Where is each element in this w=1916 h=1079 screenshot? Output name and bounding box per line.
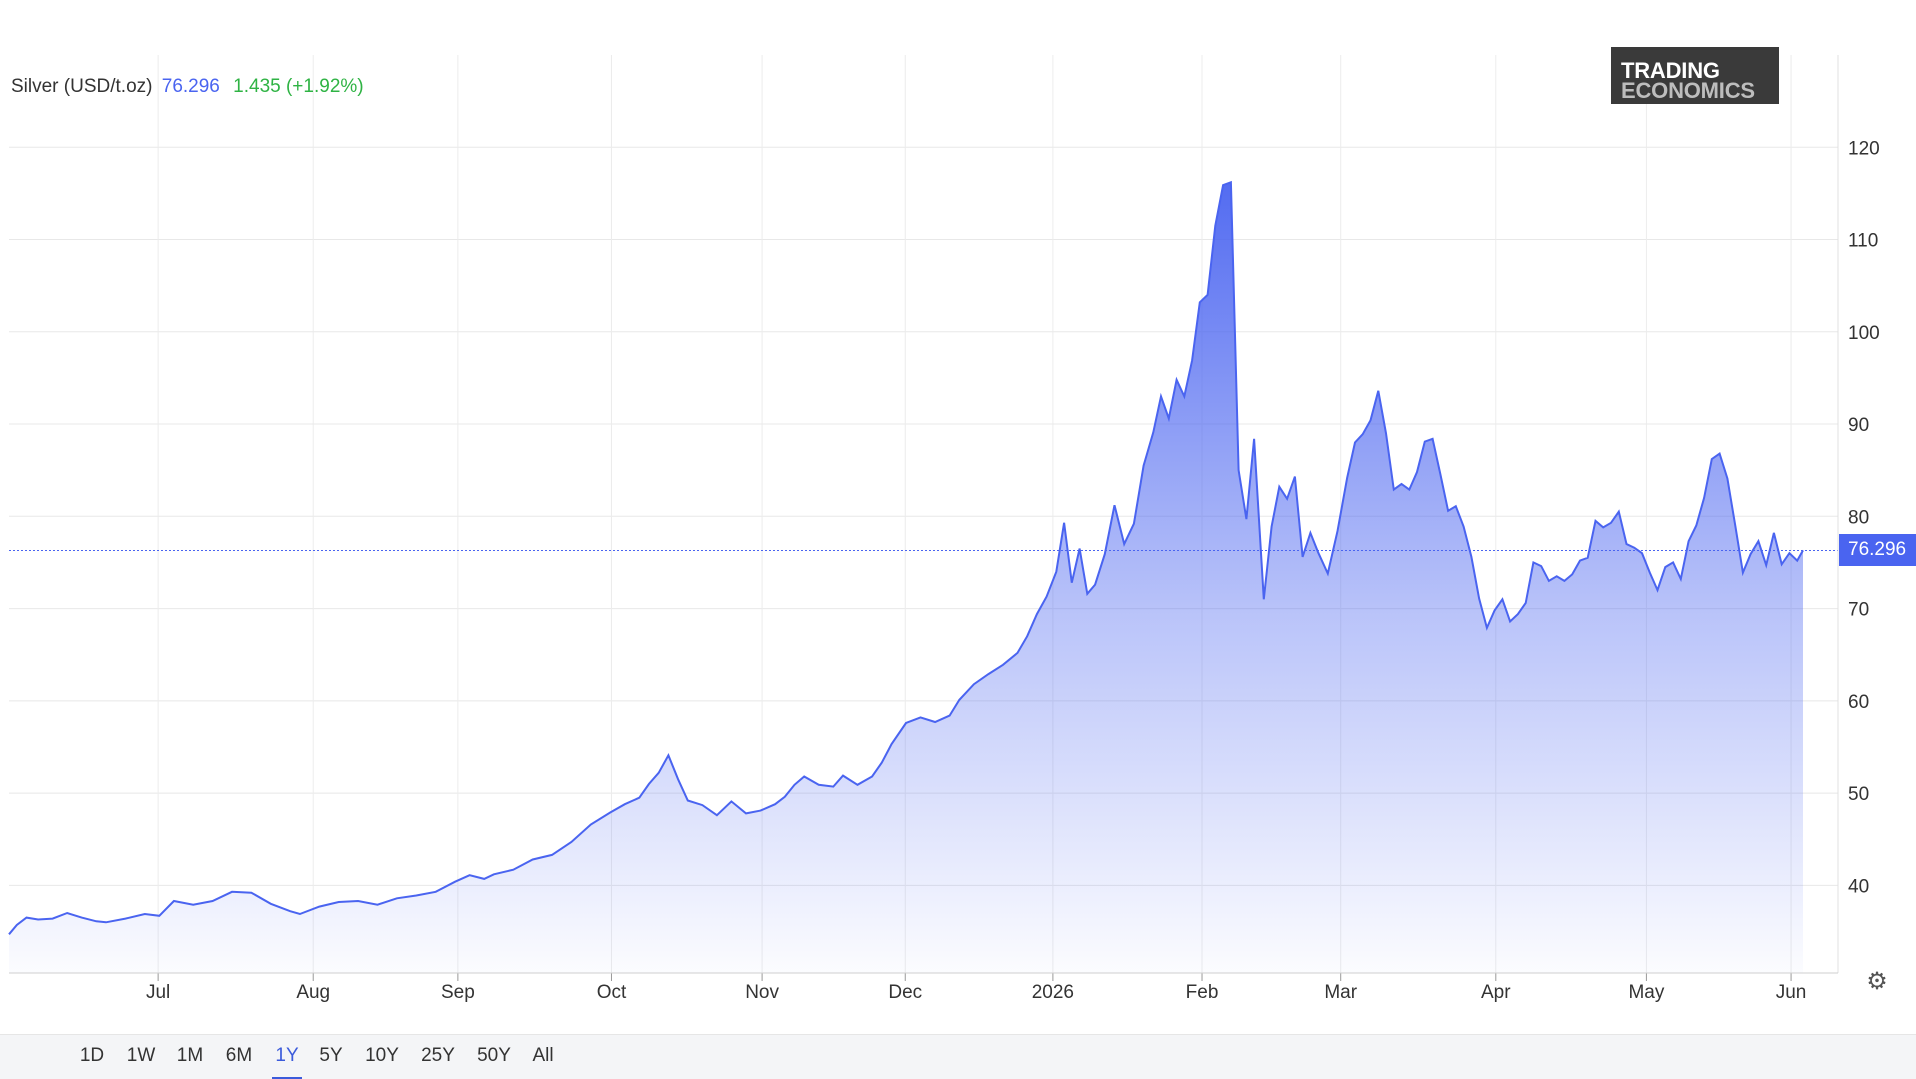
- trading-economics-logo: TRADING ECONOMICS: [1611, 47, 1779, 104]
- price-line: [8, 180, 1804, 935]
- range-button-25y[interactable]: 25Y: [421, 1045, 455, 1066]
- x-axis: Jul Aug Sep Oct Nov Dec 2026 Feb Mar Apr May Jun: [9, 972, 1838, 1003]
- current-price: 76.296: [161, 76, 220, 97]
- x-tick-label: Apr: [1481, 982, 1511, 1003]
- y-tick-label: 90: [1848, 415, 1869, 436]
- range-button-5y[interactable]: 5Y: [319, 1045, 343, 1066]
- x-tick-label: 2026: [1032, 982, 1074, 1003]
- x-tick-label: Dec: [888, 982, 922, 1003]
- range-button-all[interactable]: All: [532, 1045, 554, 1066]
- x-tick-label: Nov: [745, 982, 779, 1003]
- logo-line-2: ECONOMICS: [1621, 78, 1755, 103]
- range-button-10y[interactable]: 10Y: [365, 1045, 399, 1066]
- range-selector: 1D 1W 1M 6M 1Y 5Y 10Y 25Y 50Y All: [0, 1034, 1916, 1079]
- x-tick-label: Mar: [1324, 982, 1357, 1003]
- last-value-label: 76.296: [1839, 534, 1916, 567]
- y-axis: 40 50 60 70 80 90 100 110 120: [1837, 55, 1880, 973]
- range-button-50y[interactable]: 50Y: [477, 1045, 511, 1066]
- series-name: Silver (USD/t.oz): [11, 76, 153, 97]
- x-tick-label: May: [1628, 982, 1664, 1003]
- y-tick-label: 60: [1848, 692, 1869, 713]
- y-tick-label: 70: [1848, 600, 1869, 621]
- x-tick-label: Jul: [146, 982, 170, 1003]
- range-button-1m[interactable]: 1M: [176, 1045, 204, 1066]
- x-tick-label: Feb: [1186, 982, 1219, 1003]
- range-button-6m[interactable]: 6M: [225, 1045, 253, 1066]
- y-tick-label: 100: [1848, 323, 1880, 344]
- x-tick-label: Sep: [441, 982, 475, 1003]
- gear-icon[interactable]: ⚙: [1866, 968, 1888, 995]
- x-tick-label: Aug: [296, 982, 330, 1003]
- y-tick-label: 50: [1848, 784, 1869, 805]
- y-tick-label: 40: [1848, 876, 1869, 897]
- price-change: 1.435 (+1.92%): [233, 76, 364, 97]
- logo-line-1: TRADING: [1621, 58, 1720, 83]
- x-tick-label: Jun: [1776, 982, 1807, 1003]
- x-tick-label: Oct: [597, 982, 627, 1003]
- y-tick-label: 120: [1848, 138, 1880, 159]
- y-tick-label: 80: [1848, 507, 1869, 528]
- y-tick-label: 110: [1848, 231, 1878, 252]
- range-button-1w[interactable]: 1W: [126, 1045, 156, 1066]
- chart-legend: Silver (USD/t.oz) 76.296 1.435 (+1.92%): [11, 76, 364, 98]
- price-chart: 40 50 60 70 80 90 100 110 120 Jul Aug Sep Oct Nov Dec…: [8, 55, 1880, 1003]
- price-area-fill: [9, 182, 1803, 974]
- range-button-1y[interactable]: 1Y: [272, 1035, 302, 1079]
- range-button-1d[interactable]: 1D: [79, 1045, 105, 1066]
